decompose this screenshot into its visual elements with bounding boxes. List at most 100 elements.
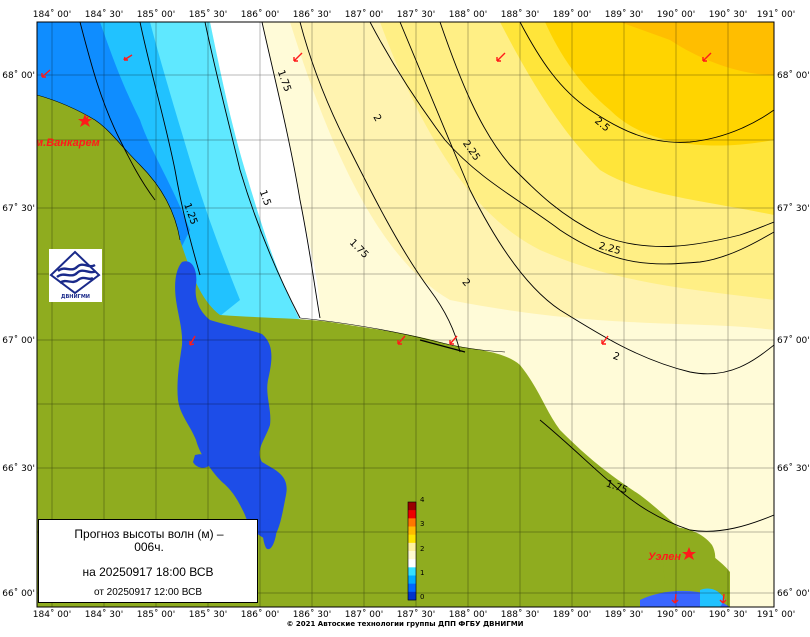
svg-text:185˚ 00': 185˚ 00' (137, 609, 175, 620)
wave-band-3m (620, 22, 774, 75)
arrow-icon (397, 335, 406, 345)
svg-text:67˚ 00': 67˚ 00' (777, 335, 810, 346)
arrow-icon (496, 52, 506, 62)
arrow-icon (702, 52, 712, 62)
svg-text:189˚ 30': 189˚ 30' (605, 9, 643, 20)
svg-text:186˚ 00': 186˚ 00' (241, 609, 279, 620)
coastline-north (299, 317, 506, 353)
copyright-notice: © 2021 Автоские технологии группы ДПП ФГ… (286, 620, 524, 628)
svg-text:184˚ 00': 184˚ 00' (33, 609, 71, 620)
svg-text:190˚ 30': 190˚ 30' (709, 609, 747, 620)
svg-text:68˚ 00': 68˚ 00' (777, 70, 810, 81)
arrow-icon (719, 593, 727, 604)
colorbar-tick: 3 (420, 520, 425, 528)
land-area (37, 95, 730, 607)
svg-text:66˚ 30': 66˚ 30' (777, 463, 810, 474)
svg-text:188˚ 00': 188˚ 00' (449, 9, 487, 20)
dvnigmi-logo: ДВНИГМИ (49, 249, 102, 302)
map-grid (37, 22, 774, 607)
colorbar-segment (408, 591, 416, 601)
svg-text:186˚ 00': 186˚ 00' (241, 9, 279, 20)
logo-label: ДВНИГМИ (61, 294, 90, 300)
svg-text:185˚ 00': 185˚ 00' (137, 9, 175, 20)
arrow-icon (189, 335, 196, 346)
wave-direction-arrows (41, 52, 727, 604)
svg-text:189˚ 30': 189˚ 30' (605, 609, 643, 620)
lagoon (175, 261, 287, 540)
lat-labels-left: 68˚ 00' 67˚ 30' 67˚ 00' 66˚ 30' 66˚ 00' (2, 70, 35, 599)
svg-text:189˚ 00': 189˚ 00' (553, 9, 591, 20)
arrow-icon (671, 593, 679, 604)
colorbar-tick: 2 (420, 545, 425, 553)
svg-text:190˚ 30': 190˚ 30' (709, 9, 747, 20)
colorbar-segment (408, 542, 416, 552)
coastline-west (37, 94, 181, 241)
svg-text:191˚ 00': 191˚ 00' (757, 609, 795, 620)
colorbar-segment (408, 575, 416, 584)
svg-text:187˚ 00': 187˚ 00' (345, 9, 383, 20)
arrow-icon (41, 69, 51, 78)
svg-text:186˚ 30': 186˚ 30' (293, 9, 331, 20)
arrow-icon (601, 335, 609, 345)
svg-text:68˚ 00': 68˚ 00' (2, 70, 35, 81)
colorbar-tick: 4 (420, 496, 425, 504)
svg-text:190˚ 00': 190˚ 00' (657, 9, 695, 20)
forecast-valid-time: на 20250917 18:00 ВСВ (82, 565, 214, 579)
svg-text:191˚ 00': 191˚ 00' (757, 9, 795, 20)
colorbar-segment (408, 526, 416, 535)
wave-band-1-75m (210, 22, 320, 320)
arrow-icon (123, 54, 133, 61)
svg-text:66˚ 30': 66˚ 30' (2, 463, 35, 474)
lon-labels-bottom: 184˚ 00' 184˚ 30' 185˚ 00' 185˚ 30' 186˚ 0… (33, 609, 795, 620)
lat-labels-right: 68˚ 00' 67˚ 30' 67˚ 00' 66˚ 30' 66˚ 00' (777, 70, 810, 599)
svg-text:66˚ 00': 66˚ 00' (2, 588, 35, 599)
map-frame (36, 21, 775, 608)
colorbar-segment (408, 534, 416, 544)
colorbar-segment (408, 567, 416, 576)
svg-text:189˚ 00': 189˚ 00' (553, 609, 591, 620)
colorbar-tick: 1 (420, 569, 425, 577)
svg-text:67˚ 00': 67˚ 00' (2, 335, 35, 346)
svg-text:185˚ 30': 185˚ 30' (189, 609, 227, 620)
svg-text:188˚ 30': 188˚ 30' (501, 9, 539, 20)
svg-text:184˚ 30': 184˚ 30' (85, 9, 123, 20)
svg-text:184˚ 30': 184˚ 30' (85, 609, 123, 620)
svg-text:190˚ 00': 190˚ 00' (657, 609, 695, 620)
colorbar-segment (408, 510, 416, 519)
lagoon-inlet (262, 519, 277, 550)
svg-text:184˚ 00': 184˚ 00' (33, 9, 71, 20)
svg-text:185˚ 30': 185˚ 30' (189, 9, 227, 20)
place-label-vankarem: м.Ванкарем (35, 137, 100, 149)
svg-text:187˚ 30': 187˚ 30' (397, 609, 435, 620)
forecast-info-box: Прогноз высоты волн (м) – 006ч. на 20250… (38, 519, 258, 603)
map-field: 1.75 2 2.25 2.5 1.25 1.5 1.75 2 2.25 2 1… (35, 22, 774, 607)
forecast-title: Прогноз высоты волн (м) – 006ч. (47, 528, 251, 554)
forecast-title-line: Прогноз высоты волн (м) – (74, 527, 224, 541)
forecast-issued-time: от 20250917 12:00 ВСВ (93, 587, 202, 598)
colorbar-segment (408, 551, 416, 560)
svg-text:188˚ 00': 188˚ 00' (449, 609, 487, 620)
colorbar-tick: 0 (420, 593, 425, 601)
colorbar-segment (408, 518, 416, 527)
place-label-uelen: Уэлен (648, 551, 681, 563)
svg-text:67˚ 30': 67˚ 30' (777, 203, 810, 214)
sandbar (419, 339, 466, 353)
contour-label: 2 (459, 277, 472, 289)
arrow-icon (293, 52, 303, 62)
svg-text:66˚ 00': 66˚ 00' (777, 588, 810, 599)
land-cape (660, 527, 716, 591)
contour-label: 2 (370, 113, 383, 124)
star-marker-uelen (682, 547, 696, 560)
svg-text:187˚ 30': 187˚ 30' (397, 9, 435, 20)
wave-globe-icon (49, 250, 101, 295)
lagoon-islet (193, 454, 211, 468)
lon-labels-top: 184˚ 00' 184˚ 30' 185˚ 00' 185˚ 30' 186˚ 0… (33, 9, 795, 20)
svg-text:187˚ 00': 187˚ 00' (345, 609, 383, 620)
svg-text:67˚ 30': 67˚ 30' (2, 203, 35, 214)
colorbar (407, 501, 417, 601)
colorbar-segment (408, 502, 416, 511)
contour-label: 1.5 (257, 189, 273, 208)
svg-text:186˚ 30': 186˚ 30' (293, 609, 331, 620)
forecast-title-line: 006ч. (134, 540, 164, 554)
contour-label: 2 (611, 351, 621, 364)
